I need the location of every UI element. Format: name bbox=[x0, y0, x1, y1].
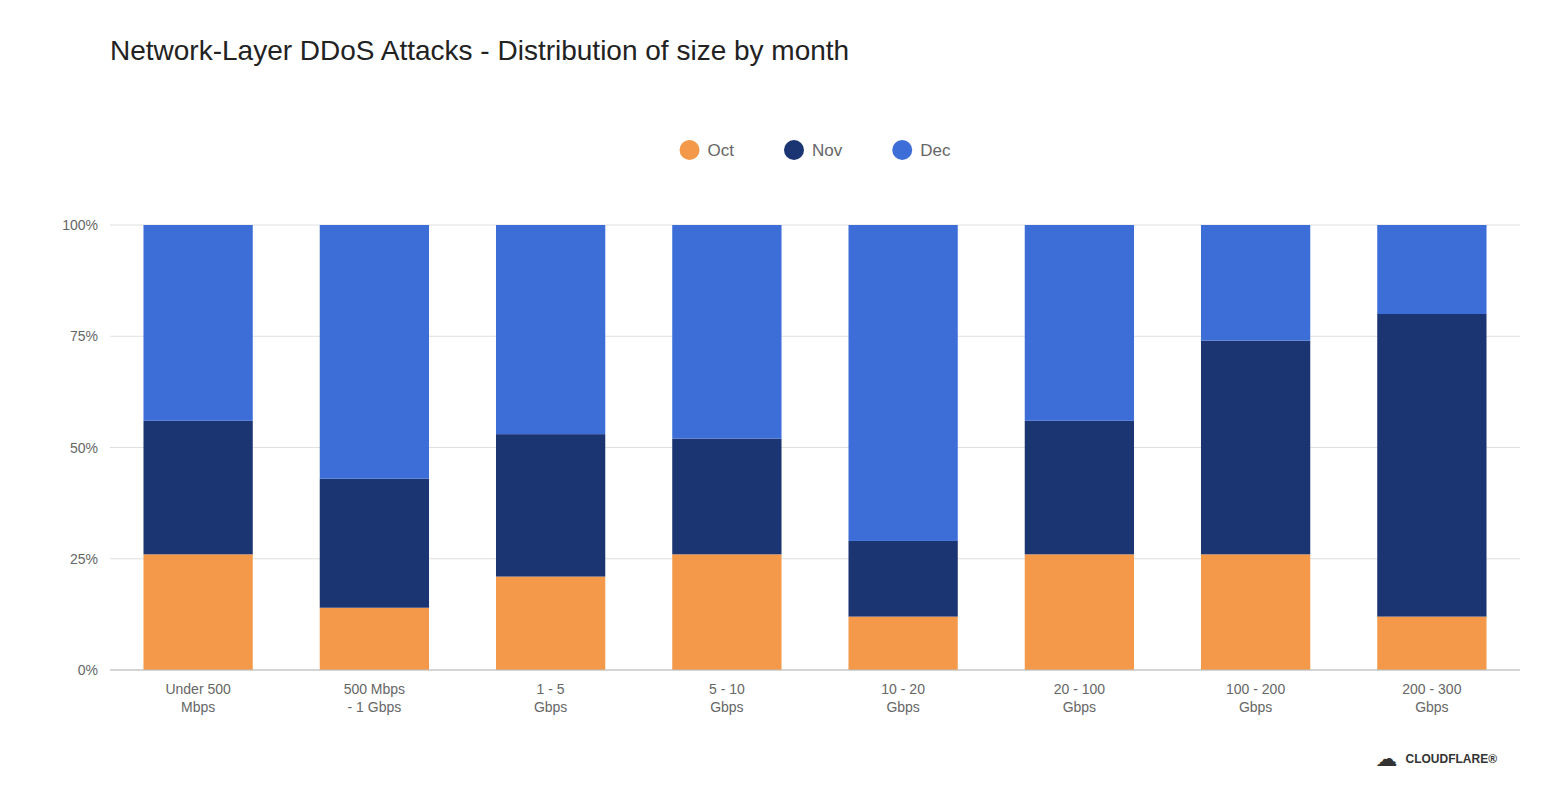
bar-segment bbox=[1025, 225, 1134, 421]
title: Network-Layer DDoS Attacks - Distributio… bbox=[110, 35, 849, 66]
logo-text: CLOUDFLARE® bbox=[1406, 752, 1498, 766]
x-axis-line bbox=[110, 670, 1520, 671]
x-tick-label-line: Gbps bbox=[1415, 699, 1448, 715]
x-tick-label-line: Gbps bbox=[710, 699, 743, 715]
y-tick-label: 50% bbox=[70, 440, 98, 456]
x-tick-label-line: Gbps bbox=[534, 699, 567, 715]
bar-segment bbox=[320, 479, 429, 608]
x-tick-label: 10 - 20 Gbps bbox=[881, 681, 925, 715]
bar-segment bbox=[848, 541, 957, 617]
x-tick-label: 200 - 300 Gbps bbox=[1402, 681, 1461, 715]
bar-segment bbox=[848, 225, 957, 541]
bar-segment bbox=[143, 225, 252, 421]
x-tick-label-line: - 1 Gbps bbox=[348, 699, 402, 715]
x-tick-label-line: 20 - 100 bbox=[1054, 681, 1106, 697]
bar-segment bbox=[1201, 225, 1310, 341]
bar-segment bbox=[143, 421, 252, 555]
bar-segment bbox=[496, 577, 605, 670]
bar-segment bbox=[1025, 554, 1134, 670]
bar-segment bbox=[320, 225, 429, 479]
bar-segment bbox=[320, 608, 429, 670]
x-tick-label-line: Gbps bbox=[886, 699, 919, 715]
legend-marker bbox=[892, 140, 912, 160]
bar-segment bbox=[496, 434, 605, 576]
x-tick-label-line: 100 - 200 bbox=[1226, 681, 1285, 697]
bar-segment bbox=[496, 225, 605, 434]
x-tick-label-line: Gbps bbox=[1239, 699, 1272, 715]
x-tick-label: 500 Mbps - 1 Gbps bbox=[344, 681, 405, 715]
legend-label: Nov bbox=[812, 141, 843, 160]
x-tick-label-line: 10 - 20 bbox=[881, 681, 925, 697]
x-tick-label: 5 - 10 Gbps bbox=[709, 681, 745, 715]
grid-line bbox=[110, 670, 1520, 671]
bar-segment bbox=[672, 554, 781, 670]
x-tick-label-line: 5 - 10 bbox=[709, 681, 745, 697]
x-tick-label-line: 500 Mbps bbox=[344, 681, 405, 697]
y-tick-label: 100% bbox=[62, 217, 98, 233]
bar-segment bbox=[1377, 314, 1486, 617]
bar-segment bbox=[143, 554, 252, 670]
bars bbox=[143, 225, 1486, 670]
chart: Network-Layer DDoS Attacks - Distributio… bbox=[0, 0, 1567, 793]
logo-icon: ☁ bbox=[1376, 746, 1398, 771]
x-tick-label: 100 - 200 Gbps bbox=[1226, 681, 1285, 715]
x-tick-label-line: Mbps bbox=[181, 699, 215, 715]
x-tick-label: 1 - 5 Gbps bbox=[534, 681, 567, 715]
bar-segment bbox=[848, 617, 957, 670]
bar-segment bbox=[672, 225, 781, 439]
x-tick-label-line: 1 - 5 bbox=[537, 681, 565, 697]
legend: Oct Nov Dec bbox=[680, 140, 951, 160]
bar-segment bbox=[672, 439, 781, 555]
bar-segment bbox=[1377, 617, 1486, 670]
legend-marker bbox=[680, 140, 700, 160]
y-tick-label: 75% bbox=[70, 328, 98, 344]
x-tick-label: 20 - 100 Gbps bbox=[1054, 681, 1106, 715]
y-tick-label: 0% bbox=[78, 662, 98, 678]
bar-segment bbox=[1201, 341, 1310, 555]
bar-segment bbox=[1025, 421, 1134, 555]
legend-marker bbox=[784, 140, 804, 160]
legend-label: Dec bbox=[920, 141, 951, 160]
x-tick-label-line: Under 500 bbox=[165, 681, 231, 697]
legend-label: Oct bbox=[708, 141, 735, 160]
bar-segment bbox=[1201, 554, 1310, 670]
y-tick-label: 25% bbox=[70, 551, 98, 567]
x-tick-label-line: Gbps bbox=[1063, 699, 1096, 715]
bar-segment bbox=[1377, 225, 1486, 314]
x-tick-label-line: 200 - 300 bbox=[1402, 681, 1461, 697]
x-tick-label: Under 500 Mbps bbox=[165, 681, 231, 715]
